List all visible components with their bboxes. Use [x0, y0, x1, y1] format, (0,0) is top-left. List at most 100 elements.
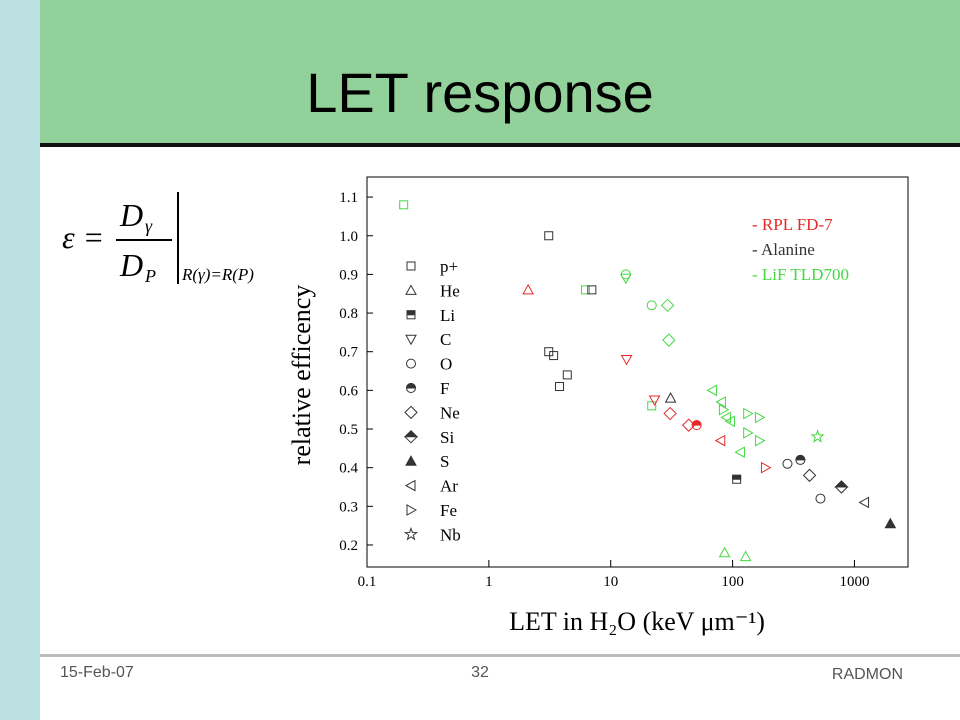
y-tick-label: 1.0 [339, 229, 358, 245]
marker [660, 298, 675, 313]
marker [795, 454, 806, 465]
marker-part [646, 300, 657, 311]
marker [403, 430, 419, 444]
legend-label: Nb [440, 525, 461, 544]
group-legend-label: - RPL FD-7 [752, 215, 833, 234]
marker [522, 283, 534, 295]
marker-part [406, 504, 418, 516]
marker [662, 333, 676, 347]
marker-part [884, 517, 897, 529]
marker-part [810, 429, 825, 443]
marker-part [714, 434, 726, 447]
marker [562, 370, 572, 380]
marker [404, 405, 418, 420]
marker [714, 434, 726, 447]
y-axis-label: relative efficency [287, 285, 316, 466]
marker-part [405, 334, 417, 346]
marker-part [406, 358, 416, 369]
legend-label: S [440, 452, 449, 471]
marker [681, 418, 696, 432]
marker-part [660, 298, 675, 313]
marker-part [681, 418, 696, 432]
marker-part [739, 550, 752, 562]
marker [646, 300, 657, 311]
marker-part [399, 200, 409, 210]
marker [815, 493, 826, 504]
marker-part [724, 415, 735, 428]
marker [715, 396, 726, 408]
marker [620, 354, 633, 366]
marker [406, 358, 416, 369]
marker-part [815, 493, 826, 504]
marker [549, 351, 559, 361]
x-tick-label: 1000 [839, 574, 869, 590]
marker-part [795, 454, 806, 461]
header-band [40, 0, 960, 143]
header-rule [40, 143, 960, 147]
y-tick-label: 0.2 [339, 538, 358, 554]
marker-part [406, 310, 416, 316]
marker-part [718, 546, 731, 558]
marker-part [405, 383, 417, 389]
marker-part [544, 231, 554, 241]
marker [754, 434, 766, 447]
marker [810, 429, 825, 443]
formula-condition: R(γ)=R(P) [181, 265, 254, 284]
legend-label: O [440, 355, 452, 374]
x-tick-label: 10 [603, 574, 618, 590]
side-strip [0, 0, 40, 720]
marker [858, 496, 870, 509]
marker [405, 334, 417, 346]
legend-label: He [440, 281, 460, 300]
marker [884, 517, 897, 529]
footer-text: RADMON [832, 666, 903, 683]
marker-part [587, 285, 597, 295]
marker-part [620, 354, 633, 366]
formula-num-sub: γ [145, 216, 153, 236]
marker [834, 480, 849, 494]
legend-label: Ne [440, 403, 460, 422]
marker-part [619, 273, 632, 285]
marker-part [754, 411, 766, 424]
marker-part [834, 480, 849, 488]
y-tick-label: 0.6 [339, 383, 358, 399]
marker [724, 415, 735, 428]
marker [760, 461, 772, 474]
formula-lhs: ε = [62, 219, 104, 255]
y-tick-label: 0.7 [339, 345, 358, 361]
marker-part [549, 351, 559, 361]
marker [663, 406, 677, 421]
marker-part [782, 458, 793, 469]
formula-num: D [119, 197, 143, 233]
marker [691, 420, 702, 431]
marker-part [718, 403, 730, 416]
y-tick-label: 0.3 [339, 499, 358, 515]
legend-label: C [440, 330, 451, 349]
marker-part [664, 392, 677, 403]
marker [580, 285, 590, 295]
marker [802, 468, 817, 483]
marker-part [743, 427, 754, 439]
marker [743, 407, 754, 420]
legend-label: Li [440, 306, 455, 325]
x-tick-label: 100 [721, 574, 744, 590]
marker [406, 310, 416, 320]
marker-part [662, 333, 676, 347]
marker-part [403, 526, 419, 541]
marker-part [404, 479, 416, 492]
marker [706, 384, 718, 397]
marker [403, 526, 419, 541]
group-legend-label: - Alanine [752, 240, 815, 259]
legend-label: Ar [440, 477, 458, 496]
footer-page: 32 [471, 664, 489, 681]
marker-part [562, 370, 572, 380]
marker [718, 403, 730, 416]
marker [743, 427, 754, 439]
marker [720, 411, 731, 424]
marker [404, 479, 416, 492]
legend-label: p+ [440, 257, 458, 276]
x-tick-label: 0.1 [358, 574, 377, 590]
marker [648, 395, 661, 407]
marker [732, 474, 742, 484]
